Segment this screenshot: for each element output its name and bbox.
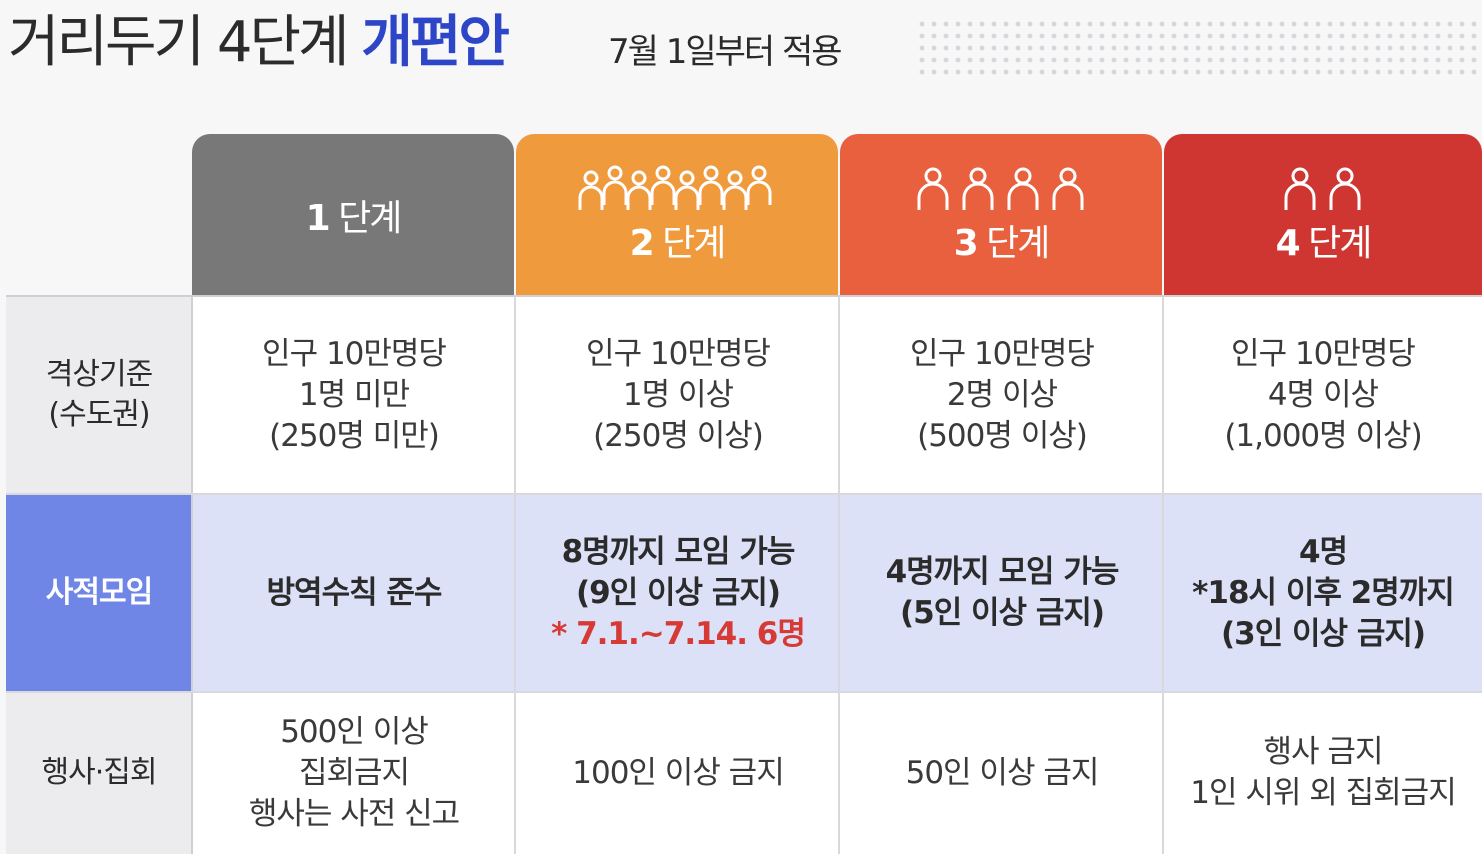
title-highlight: 개편안 (361, 10, 510, 75)
criteria-label-line1: 격상기준 (45, 357, 153, 392)
dot-pattern-decoration (916, 18, 1482, 76)
level-4-header: 4 단계 (1164, 134, 1482, 296)
grid-divider (514, 296, 516, 854)
events-cell-level-1: 500인 이상 집회금지 행사는 사전 신고 (192, 692, 516, 854)
criteria-cell-level-1: 인구 10만명당 1명 미만 (250명 미만) (192, 296, 516, 494)
grid-divider (6, 493, 1482, 495)
level-2-number: 2 (629, 223, 655, 264)
level-2-label: 단계 (662, 223, 726, 264)
gathering-cell-level-4: 4명 *18시 이후 2명까지 (3인 이상 금지) (1164, 494, 1482, 692)
page-title: 거리두기 4단계 개편안 (8, 8, 510, 78)
criteria-cell-level-3: 인구 10만명당 2명 이상 (500명 이상) (840, 296, 1164, 494)
grid-divider (6, 691, 1482, 693)
events-cell-level-2: 100인 이상 금지 (516, 692, 840, 854)
events-cell-level-3: 50인 이상 금지 (840, 692, 1164, 854)
row-label-gathering: 사적모임 (6, 494, 192, 692)
grid-divider (1162, 296, 1164, 854)
distancing-table: 1 단계 2 단계 3 단계 (6, 134, 1482, 854)
people-group-icon (1284, 167, 1361, 210)
events-label: 행사·집회 (41, 755, 158, 790)
level-4-label: 단계 (1308, 223, 1372, 264)
title-main: 거리두기 4단계 (8, 10, 350, 75)
gathering-label: 사적모임 (45, 575, 153, 610)
level-3-number: 3 (953, 223, 979, 264)
subtitle: 7월 1일부터 적용 (608, 32, 843, 72)
header: 거리두기 4단계 개편안 7월 1일부터 적용 (0, 0, 1482, 110)
level-2-header: 2 단계 (516, 134, 838, 296)
level-1-header: 1 단계 (192, 134, 514, 296)
criteria-label-line2: (수도권) (48, 397, 150, 432)
criteria-cell-level-2: 인구 10만명당 1명 이상 (250명 이상) (516, 296, 840, 494)
gathering-cell-level-2: 8명까지 모임 가능 (9인 이상 금지) * 7.1.~7.14. 6명 (516, 494, 840, 692)
level-3-label: 단계 (986, 223, 1050, 264)
people-group-icon (917, 167, 1084, 210)
gathering-cell-level-1: 방역수칙 준수 (192, 494, 516, 692)
gathering-note: * 7.1.~7.14. 6명 (551, 615, 806, 652)
row-label-criteria: 격상기준 (수도권) (6, 296, 192, 494)
level-3-header: 3 단계 (840, 134, 1162, 296)
grid-divider (6, 295, 1482, 297)
criteria-cell-level-4: 인구 10만명당 4명 이상 (1,000명 이상) (1164, 296, 1482, 494)
events-cell-level-4: 행사 금지 1인 시위 외 집회금지 (1164, 692, 1482, 854)
grid-divider (838, 296, 840, 854)
level-4-number: 4 (1275, 223, 1301, 264)
row-label-events: 행사·집회 (6, 692, 192, 854)
people-group-icon (578, 165, 772, 210)
grid-divider (191, 296, 193, 854)
gathering-cell-level-3: 4명까지 모임 가능 (5인 이상 금지) (840, 494, 1164, 692)
level-1-label: 단계 (338, 198, 402, 239)
level-1-number: 1 (305, 198, 331, 239)
